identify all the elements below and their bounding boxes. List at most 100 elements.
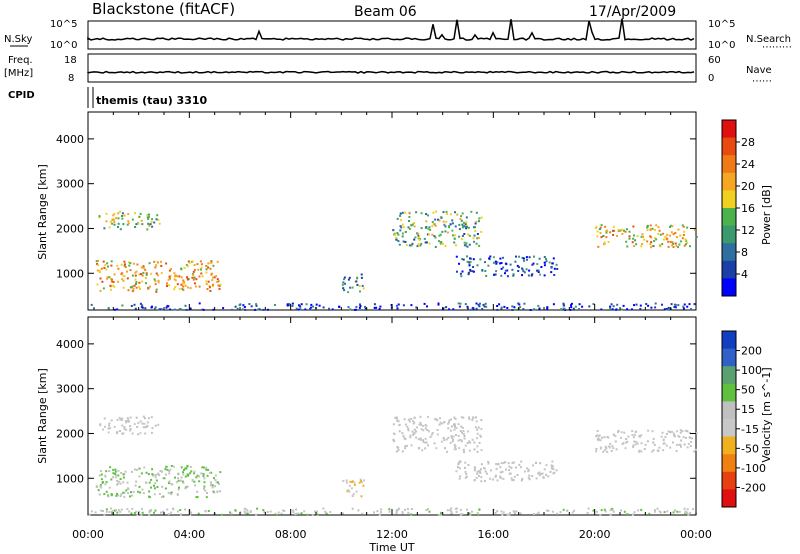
echo-pixel <box>157 423 160 426</box>
echo-pixel <box>295 512 298 515</box>
echo-pixel <box>464 470 467 473</box>
echo-pixel <box>401 232 404 235</box>
echo-region <box>455 255 559 278</box>
echo-pixel <box>348 276 351 279</box>
echo-pixel <box>509 512 511 514</box>
echo-pixel <box>142 492 145 495</box>
echo-pixel <box>109 427 112 430</box>
echo-pixel <box>695 432 698 435</box>
echo-pixel <box>482 303 485 306</box>
echo-pixel <box>623 510 626 513</box>
echo-pixel <box>592 303 595 305</box>
colorbar-tick-label: 4 <box>741 268 748 281</box>
echo-pixel <box>625 441 628 444</box>
echo-pixel <box>357 509 360 512</box>
echo-pixel <box>185 264 188 267</box>
echo-pixel <box>362 287 365 290</box>
echo-pixel <box>113 425 116 428</box>
echo-pixel <box>538 307 541 310</box>
echo-pixel <box>205 466 208 469</box>
echo-pixel <box>461 426 464 429</box>
echo-pixel <box>411 223 414 226</box>
echo-pixel <box>205 468 208 471</box>
echo-pixel <box>417 234 420 237</box>
colorbar-tick-label: -15 <box>741 423 759 436</box>
echo-pixel <box>401 211 404 214</box>
echo-pixel <box>622 304 625 307</box>
echo-pixel <box>499 471 502 474</box>
echo-pixel <box>648 512 651 515</box>
echo-pixel <box>126 508 129 511</box>
echo-pixel <box>642 235 645 238</box>
echo-pixel <box>147 217 150 220</box>
echo-pixel <box>142 266 145 269</box>
echo-pixel <box>667 430 670 433</box>
echo-pixel <box>451 219 454 222</box>
echo-pixel <box>160 308 163 311</box>
colorbar-tick-label: 50 <box>741 384 755 397</box>
echo-pixel <box>107 307 110 310</box>
echo-pixel <box>116 479 119 482</box>
echo-pixel <box>684 429 687 432</box>
echo-pixel <box>148 513 151 516</box>
echo-pixel <box>358 481 361 484</box>
echo-pixel <box>110 493 113 496</box>
echo-pixel <box>120 508 123 511</box>
echo-pixel <box>399 229 402 232</box>
echo-pixel <box>120 273 123 276</box>
echo-pixel <box>408 227 411 230</box>
echo-pixel <box>361 512 364 515</box>
echo-pixel <box>97 489 100 492</box>
echo-pixel <box>523 271 526 274</box>
echo-pixel <box>632 444 635 447</box>
echo-pixel <box>651 450 654 453</box>
echo-pixel <box>476 450 479 453</box>
colorbar-swatch <box>722 419 736 438</box>
echo-pixel <box>436 429 439 431</box>
echo-pixel <box>98 474 101 477</box>
echo-pixel <box>661 431 664 434</box>
echo-pixel <box>437 218 440 221</box>
echo-pixel <box>499 466 502 469</box>
echo-pixel <box>130 512 133 515</box>
svg-text:⋯⋯⋯: ⋯⋯⋯ <box>762 42 792 53</box>
echo-pixel <box>179 308 182 311</box>
echo-pixel <box>219 490 221 493</box>
echo-pixel <box>331 308 334 311</box>
echo-pixel <box>168 482 170 485</box>
echo-pixel <box>401 432 404 435</box>
echo-pixel <box>410 244 413 247</box>
echo-pixel <box>508 514 511 516</box>
echo-pixel <box>138 475 141 478</box>
echo-pixel <box>162 495 165 498</box>
echo-pixel <box>527 476 530 479</box>
echo-pixel <box>612 225 615 228</box>
echo-pixel <box>603 508 606 511</box>
echo-pixel <box>453 237 456 240</box>
echo-pixel <box>465 242 468 245</box>
echo-pixel <box>117 280 120 283</box>
echo-region <box>392 415 483 454</box>
echo-pixel <box>612 305 615 308</box>
echo-pixel <box>108 226 111 229</box>
echo-pixel <box>649 224 652 227</box>
echo-pixel <box>134 307 137 310</box>
echo-pixel <box>682 305 685 308</box>
echo-pixel <box>480 476 483 479</box>
colorbar-swatch <box>722 155 736 174</box>
echo-pixel <box>451 222 454 225</box>
echo-pixel <box>173 278 176 281</box>
echo-pixel <box>546 509 548 512</box>
echo-pixel <box>500 510 503 513</box>
echo-pixel <box>535 477 538 480</box>
echo-pixel <box>163 477 166 480</box>
colorbar-swatch <box>722 208 736 227</box>
echo-pixel <box>410 224 413 227</box>
echo-pixel <box>241 308 244 311</box>
echo-pixel <box>191 260 194 263</box>
echo-pixel <box>545 473 548 476</box>
echo-pixel <box>484 470 487 473</box>
echo-pixel <box>355 280 358 283</box>
echo-pixel <box>188 261 191 264</box>
echo-pixel <box>595 450 597 453</box>
